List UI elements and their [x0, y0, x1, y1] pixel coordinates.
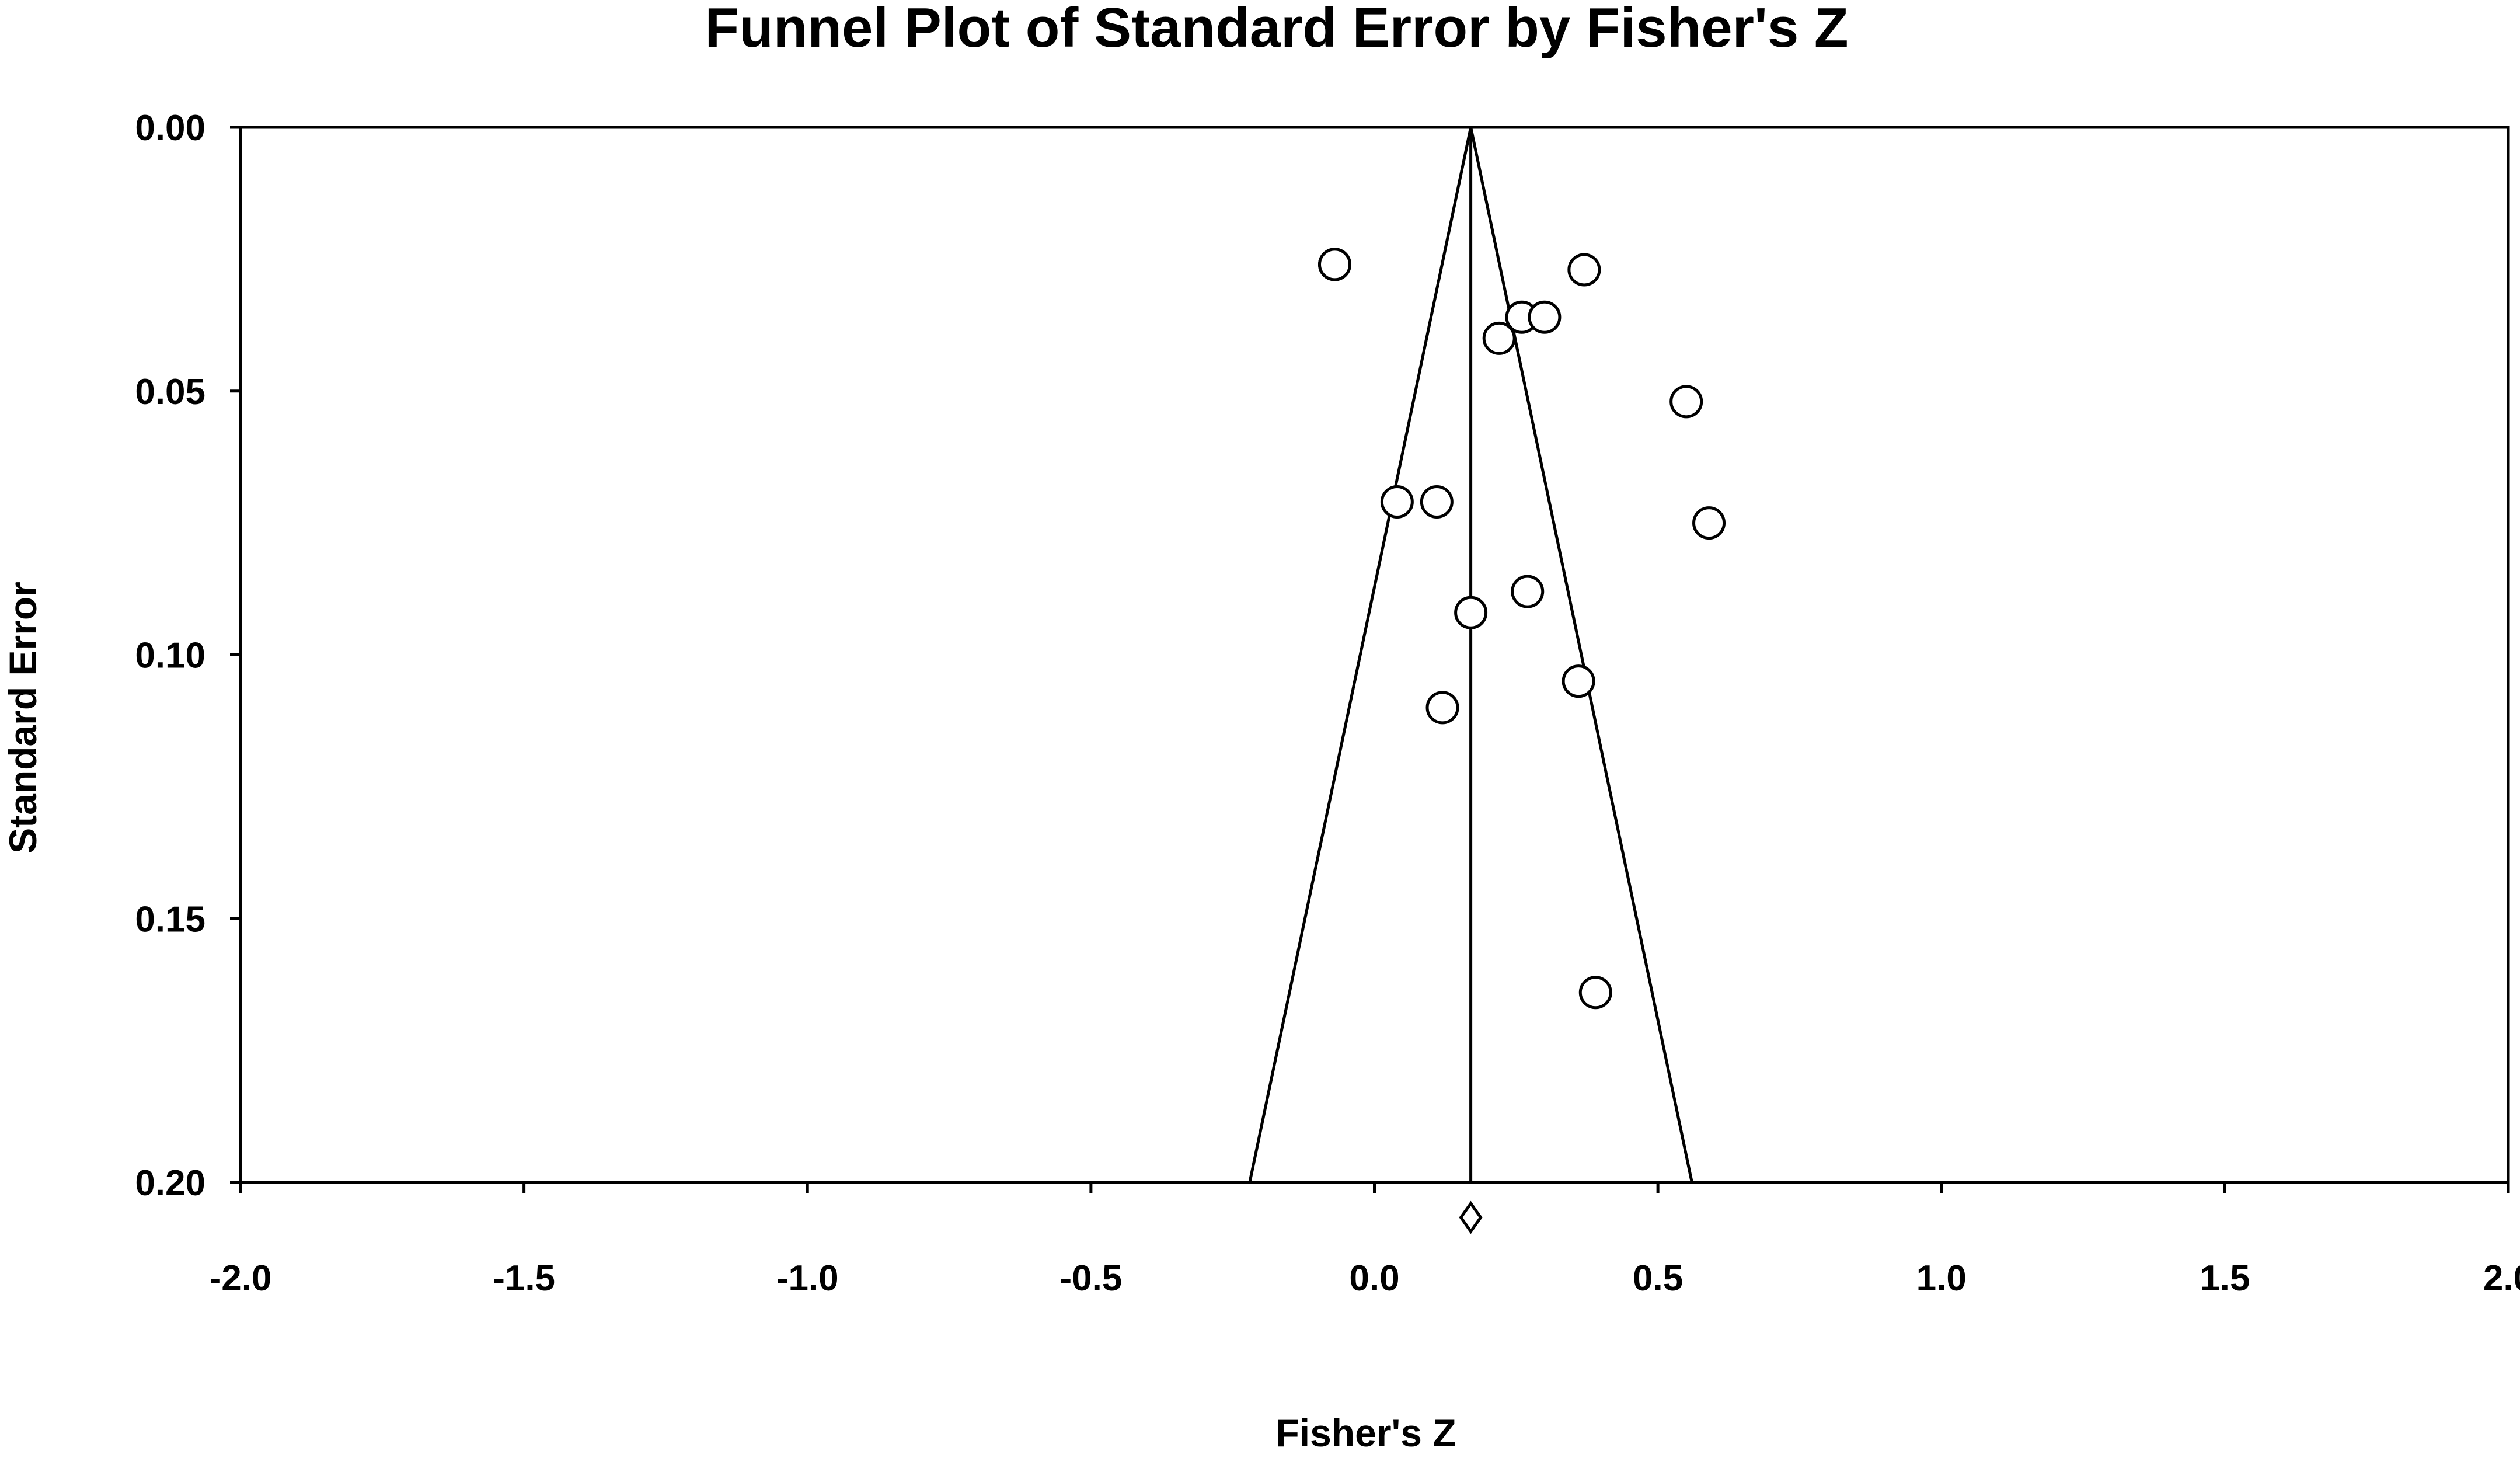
x-tick-label: -0.5	[1059, 1258, 1122, 1299]
x-axis-ticks: -2.0 -1.5 -1.0 -0.5 0.0 0.5 1.0 1.5 2.0	[210, 1182, 2520, 1299]
study-point	[1567, 253, 1601, 287]
study-point	[1562, 664, 1595, 698]
x-tick-label: -1.0	[776, 1258, 839, 1299]
study-point	[1482, 321, 1516, 355]
x-tick-label: 0.0	[1349, 1258, 1399, 1299]
x-tick-label: 2.0	[2483, 1258, 2520, 1299]
y-axis-label: Standard Error	[1, 582, 44, 854]
study-point	[1425, 691, 1459, 725]
y-tick-label: 0.20	[135, 1163, 205, 1203]
study-point	[1511, 575, 1545, 608]
y-axis-ticks: 0.00 0.05 0.10 0.15 0.20	[135, 108, 241, 1203]
study-point	[1528, 300, 1562, 334]
study-points	[1318, 248, 1726, 1234]
y-tick-label: 0.00	[135, 108, 205, 148]
study-point	[1578, 976, 1612, 1010]
y-tick-label: 0.15	[135, 899, 205, 939]
study-point	[1692, 506, 1726, 540]
funnel-left-bound	[1248, 127, 1473, 1183]
study-point	[1669, 385, 1703, 419]
x-tick-label: -1.5	[493, 1258, 555, 1299]
study-point	[1318, 248, 1352, 281]
study-point	[1454, 596, 1488, 629]
study-point	[1380, 485, 1414, 519]
study-point	[1420, 485, 1454, 519]
y-tick-label: 0.10	[135, 636, 205, 676]
funnel-right-bound	[1469, 127, 1693, 1183]
y-tick-label: 0.05	[135, 372, 205, 412]
chart-title: Funnel Plot of Standard Error by Fisher'…	[705, 0, 1848, 59]
x-tick-label: 0.5	[1633, 1258, 1683, 1299]
plot-frame	[239, 126, 2510, 1184]
x-tick-label: -2.0	[210, 1258, 272, 1299]
x-axis-label: Fisher's Z	[1275, 1411, 1456, 1454]
summary-diamond	[1459, 1200, 1483, 1234]
x-tick-label: 1.0	[1916, 1258, 1967, 1299]
funnel-layer	[1248, 127, 1693, 1183]
x-tick-label: 1.5	[2200, 1258, 2250, 1299]
